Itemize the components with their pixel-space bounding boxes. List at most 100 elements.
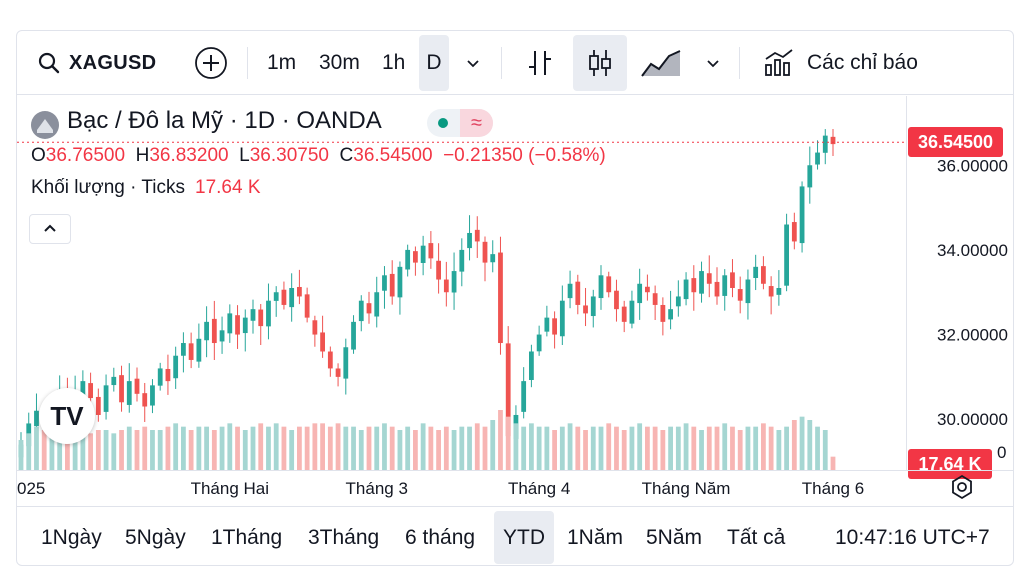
chart-type-dropdown[interactable] (703, 31, 723, 95)
candle-body (181, 343, 186, 356)
volume-bar (583, 430, 588, 470)
candle-body (80, 381, 86, 397)
volume-bar (451, 430, 457, 470)
candle-body (807, 165, 813, 188)
candle-body (281, 289, 287, 305)
collapse-legend-button[interactable] (29, 214, 71, 244)
range-3m[interactable]: 3Tháng (308, 507, 380, 565)
tradingview-logo[interactable]: TV (39, 388, 95, 444)
volume-bar (443, 426, 449, 470)
range-6m[interactable]: 6 tháng (405, 507, 475, 565)
range-label: YTD (503, 525, 545, 549)
candle (405, 244, 411, 277)
range-label: 1Tháng (211, 525, 283, 549)
candle (273, 286, 279, 317)
volume-bar (567, 423, 573, 470)
volume-bar (351, 426, 356, 470)
range-label: 3Tháng (308, 525, 380, 549)
candle-body (150, 385, 155, 406)
price-chart[interactable] (17, 96, 906, 506)
volume-bar (343, 426, 349, 470)
interval-1h[interactable]: 1h (382, 31, 405, 95)
volume-bar (126, 426, 132, 470)
candle-body (822, 135, 828, 153)
candle-body (420, 245, 426, 263)
change-value: −0.21350 (−0.58%) (443, 145, 606, 166)
range-5y[interactable]: 5Năm (646, 507, 702, 565)
candle-body (621, 306, 627, 322)
candle-body (606, 276, 612, 293)
candle (791, 212, 797, 250)
candle-body (815, 152, 820, 165)
clock-timezone[interactable]: 10:47:16 UTC+7 (835, 507, 990, 565)
candle-body (95, 396, 101, 415)
market-open-dot-icon (438, 118, 448, 128)
bar-chart-type-button[interactable] (525, 31, 555, 95)
time-axis[interactable]: 025 Tháng Hai Tháng 3 Tháng 4 Tháng Năm Tháng… (17, 470, 906, 506)
volume-bar (559, 426, 565, 470)
chart-settings-button[interactable] (947, 472, 977, 507)
close-label: C (339, 145, 354, 166)
candle (807, 146, 813, 204)
candle (637, 268, 643, 320)
candle (822, 129, 828, 165)
volume-bar (242, 430, 248, 470)
volume-bar (675, 426, 681, 470)
candle (436, 243, 441, 294)
candles-layer (18, 129, 836, 464)
candle-body (490, 254, 496, 263)
candle (111, 367, 117, 392)
area-chart-type-button[interactable] (641, 31, 681, 95)
indicators-label: Các chỉ báo (807, 51, 918, 74)
candle-body (552, 318, 557, 335)
interval-30m[interactable]: 30m (319, 31, 360, 95)
volume-bar (289, 430, 295, 470)
volume-bar (65, 430, 70, 470)
candle (529, 344, 534, 388)
interval-1m[interactable]: 1m (267, 31, 296, 95)
compare-symbol-button[interactable] (194, 31, 228, 95)
interval-dropdown[interactable] (463, 31, 483, 95)
candle-body (103, 385, 109, 412)
candle-body (227, 313, 233, 334)
range-1y[interactable]: 1Năm (567, 507, 623, 565)
market-status-pill[interactable]: ≈ (427, 109, 493, 137)
candle-body (776, 288, 782, 295)
volume-bar (745, 426, 751, 470)
candle-body (297, 286, 302, 297)
range-1d[interactable]: 1Ngày (41, 507, 102, 565)
range-label: Tất cả (727, 525, 786, 549)
range-5d[interactable]: 5Ngày (125, 507, 186, 565)
candle (235, 305, 240, 349)
range-all[interactable]: Tất cả (727, 507, 786, 565)
candle (675, 280, 681, 317)
price-axis[interactable]: 30.00000 32.00000 34.00000 36.00000 0 (906, 96, 1013, 470)
candle-chart-type-button[interactable] (573, 35, 627, 91)
volume-bar (498, 410, 503, 470)
volume-bar (730, 426, 735, 470)
candle (204, 306, 209, 358)
candle (289, 273, 295, 322)
candle (598, 265, 604, 310)
interval-d[interactable]: D (419, 35, 449, 91)
candle-body (459, 249, 465, 272)
candle (544, 305, 550, 337)
indicators-button[interactable]: Các chỉ báo (763, 31, 918, 95)
range-ytd[interactable]: YTD (494, 511, 554, 564)
candle-body (335, 368, 341, 377)
candle-body (675, 296, 681, 307)
volume-bar (575, 426, 581, 470)
candle (312, 315, 318, 347)
candle (119, 365, 124, 412)
candle (552, 311, 557, 349)
volume-bar (304, 426, 310, 470)
range-1m[interactable]: 1Tháng (211, 507, 283, 565)
volume-readout: Khối lượng · Ticks 17.64 K (31, 177, 261, 199)
candle-body (559, 300, 565, 337)
volume-value: 17.64 K (195, 177, 261, 198)
volume-bar (258, 423, 264, 470)
volume-bar (691, 426, 697, 470)
candle-body (443, 279, 449, 293)
symbol-search[interactable]: XAGUSD (37, 31, 156, 95)
candle (645, 274, 650, 301)
